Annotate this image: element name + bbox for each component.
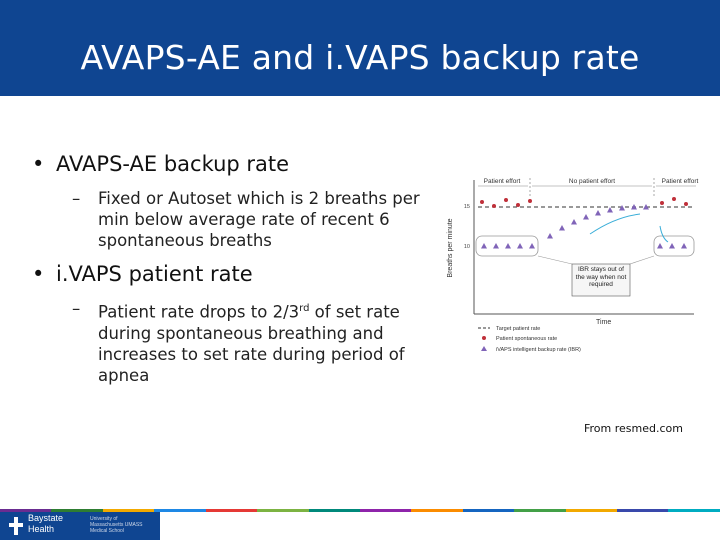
footer-stripe-segment [0,509,52,512]
phase-middle-label: No patient effort [569,178,615,185]
bullet-avaps-label: AVAPS-AE backup rate [56,152,290,176]
sub-bullet-ivaps: – Patient rate drops to 2/3rd of set rat… [72,298,422,386]
drop-arrow [659,225,669,243]
spontaneous-rate-series [480,197,688,208]
footer-stripe-segment [51,509,103,512]
sub-bullet-ivaps-text: Patient rate drops to 2/3rd of set rate … [72,298,422,386]
rise-arrow [589,213,641,235]
bullet-dot: • [32,262,45,286]
ibr-triangle [669,243,675,249]
legend-target: Target patient rate [496,326,540,332]
sub-bullet-avaps: – Fixed or Autoset which is 2 breaths pe… [72,188,432,251]
ibr-triangle [529,243,535,249]
spontaneous-rate-dot [504,198,508,202]
bullet-avaps: • AVAPS-AE backup rate [32,152,289,176]
sub-text-post: of set rate during spontaneous breathing… [98,302,405,385]
x-axis-label: Time [596,319,611,326]
ibr-triangle [681,243,687,249]
spontaneous-rate-dot [528,199,532,203]
umass-wordmark: University of Massachusetts UMASS Medica… [90,516,143,534]
ibr-triangle [493,243,499,249]
footer-stripe-segment [308,509,360,512]
footer-stripe-segment [514,509,566,512]
spontaneous-rate-dot [684,202,688,206]
ibr-low-box-left [475,235,539,257]
footer-stripe-segment [668,509,720,512]
spontaneous-rate-dot [480,200,484,204]
sub-text-pre: Patient rate drops to 2/3 [98,302,300,322]
ibr-triangle [571,219,577,225]
y-tick-10: 10 [464,244,470,250]
title-banner [0,0,720,96]
ibr-triangle [657,243,663,249]
legend-dot-marker [482,336,486,340]
spontaneous-rate-dot [660,201,664,205]
ibr-triangle [619,205,625,211]
ibr-triangle [559,225,565,231]
sub-bullet-avaps-text: Fixed or Autoset which is 2 breaths per … [98,189,420,250]
y-axis-label: Breaths per minute [447,218,454,277]
footer-stripe-segment [411,509,463,512]
ivaps-figure: Breaths per minute 15 10 Patient effort … [447,178,699,353]
phase-right-label: Patient effort [662,178,699,185]
phase-left-label: Patient effort [484,178,521,185]
callout-leaders [537,255,655,265]
ibr-triangle [481,243,487,249]
ibr-triangle [631,204,637,210]
y-tick-15: 15 [464,204,470,210]
superscript-rd: rd [299,303,310,314]
callout-text: IBR stays out of the way when not requir… [575,266,627,288]
ibr-triangle [583,214,589,220]
org-line-2: Health [28,524,55,534]
baystate-logo-icon [9,517,23,535]
bullet-ivaps-label: i.VAPS patient rate [56,262,253,286]
footer-stripe-segment [359,509,412,512]
footer-stripe-segment [462,509,515,512]
ibr-low-box-right [653,235,695,257]
ibr-triangle [547,233,553,239]
ibr-triangle [643,204,649,210]
spontaneous-rate-dot [492,204,496,208]
footer-stripe-segment [205,509,258,512]
dash-marker: – [72,189,81,208]
footer-logo-area [0,512,160,540]
ibr-triangle [505,243,511,249]
bullet-dot: • [32,152,45,176]
footer-color-stripe [0,509,720,512]
slide-title: AVAPS-AE and i.VAPS backup rate [80,38,640,77]
ibr-triangle [595,210,601,216]
callout-box [571,263,631,297]
baystate-wordmark: Baystate Health [28,513,63,535]
ibr-triangle [607,207,613,213]
dash-marker: – [72,299,81,318]
spontaneous-rate-dot [672,197,676,201]
legend-ibr: iVAPS intelligent backup rate (IBR) [496,347,581,353]
spontaneous-rate-dot [516,203,520,207]
footer-stripe-segment [154,509,206,512]
footer-stripe-segment [257,509,309,512]
org-line-1: Baystate [28,513,64,523]
legend-spontaneous: Patient spontaneous rate [496,336,557,342]
legend-triangle-marker [481,346,487,351]
ibr-triangle [517,243,523,249]
source-credit: From resmed.com [584,422,683,435]
footer-stripe-segment [102,509,155,512]
footer-stripe-segment [617,509,669,512]
bullet-ivaps: • i.VAPS patient rate [32,262,253,286]
ibr-series [481,204,687,249]
footer-stripe-segment [565,509,618,512]
